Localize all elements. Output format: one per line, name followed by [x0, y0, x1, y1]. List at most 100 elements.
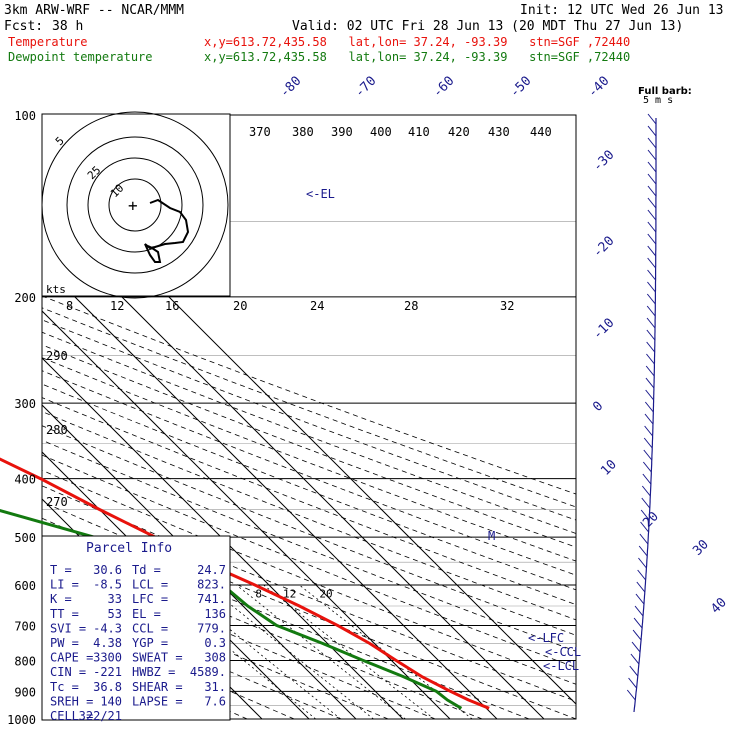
- wind-barb: [639, 533, 649, 545]
- wind-barb: [631, 641, 641, 653]
- wind-barb: [640, 521, 649, 533]
- parcel-info-cell: YGP =: [132, 636, 168, 650]
- parcel-info-cell: SHEAR =: [132, 680, 183, 694]
- parcel-info-cell: CAPE =: [50, 651, 93, 665]
- parcel-info-cell: SWEAT =: [132, 651, 183, 665]
- parcel-info-cell: 4589.: [190, 665, 226, 679]
- dry-adiabat-line: [42, 439, 576, 652]
- pressure-tick-label: 500: [14, 531, 36, 545]
- wind-barb: [642, 461, 652, 473]
- theta-label: 380: [292, 125, 314, 139]
- kts-tick-label: 12: [110, 299, 124, 313]
- theta-label: 280: [46, 423, 68, 437]
- dry-adiabat-line: [42, 587, 342, 719]
- isotherm-line: [42, 216, 545, 719]
- parcel-info-cell: EL =: [132, 607, 161, 621]
- temperature-legend-label: Temperature: [8, 35, 87, 49]
- parcel-info-cell: 0.3: [204, 636, 226, 650]
- mixing-ratio-line: [236, 584, 406, 719]
- wind-barb: [647, 173, 657, 185]
- kts-tick-label: 24: [310, 299, 324, 313]
- isotherm-label: -70: [352, 74, 379, 101]
- parcel-info-title: Parcel Info: [86, 541, 172, 556]
- mixing-ratio-label: 8: [255, 588, 262, 601]
- pressure-tick-label: 200: [14, 291, 36, 305]
- theta-label: 420: [448, 125, 470, 139]
- wind-barb: [632, 629, 642, 641]
- mixing-ratio-label: 20: [319, 588, 332, 601]
- parcel-info-cell: 36.8: [93, 680, 122, 694]
- dewpoint-curve: [0, 509, 463, 710]
- dry-adiabat-line: [42, 319, 576, 521]
- hodo-center-marker: +: [128, 196, 138, 215]
- parcel-info-cell: 136: [204, 607, 226, 621]
- wind-barb: [640, 509, 650, 521]
- wind-barb: [634, 605, 644, 617]
- kts-axis-title: kts: [46, 283, 66, 296]
- ccl-marker: <-CCL: [545, 645, 581, 659]
- dry-adiabat-line: [42, 551, 436, 719]
- wind-profile-staff: [633, 118, 657, 713]
- parcel-info-cell: CCL =: [132, 621, 168, 635]
- isotherm-label: -20: [590, 234, 617, 261]
- el-marker: <-EL: [306, 187, 335, 201]
- parcel-info-cell: 7.6: [204, 694, 226, 708]
- wind-barb: [637, 569, 647, 581]
- wind-barb: [646, 329, 656, 341]
- wind-barb: [647, 125, 657, 137]
- wind-barb: [628, 677, 637, 689]
- wind-barb: [646, 317, 656, 329]
- wind-barb: [645, 389, 655, 401]
- wind-barb: [647, 257, 657, 269]
- wind-barb: [645, 377, 655, 389]
- m-marker: M: [488, 529, 495, 543]
- isotherm-line: [42, 310, 451, 719]
- wind-barb: [636, 581, 646, 593]
- wind-barb: [638, 557, 647, 569]
- wind-barb: [647, 137, 657, 149]
- wind-barb: [643, 449, 653, 461]
- wind-barb: [647, 269, 656, 281]
- theta-label: 390: [331, 125, 353, 139]
- parcel-info-cell: 823.: [197, 578, 226, 592]
- isotherm-label: -30: [590, 148, 617, 175]
- wind-barb: [646, 341, 656, 353]
- theta-label: 370: [249, 125, 271, 139]
- mixing-ratio-line: [206, 584, 374, 719]
- pressure-tick-label: 300: [14, 397, 36, 411]
- pressure-tick-label: 100: [14, 109, 36, 123]
- parcel-info-cell: 53: [108, 607, 122, 621]
- isotherm-line: [42, 357, 404, 719]
- parcel-info-cell: K =: [50, 592, 72, 606]
- dry-adiabat-line: [42, 569, 389, 719]
- fcst-value: 38 h: [52, 19, 83, 34]
- dewpoint-legend-label: Dewpoint temperature: [8, 50, 153, 64]
- parcel-info-cell: -221: [93, 665, 122, 679]
- theta-label: 430: [488, 125, 510, 139]
- model-title: 3km ARW-WRF -- NCAR/MMM: [4, 3, 184, 18]
- isotherm-label: -80: [277, 74, 304, 101]
- parcel-info-cell: T =: [50, 563, 72, 577]
- pressure-tick-label: 900: [14, 685, 36, 699]
- isotherm-label: 10: [598, 457, 620, 479]
- isotherm-label: 0: [590, 399, 606, 415]
- wind-barb: [633, 617, 643, 629]
- init-time: Init: 12 UTC Wed 26 Jun 13: [520, 3, 724, 18]
- dry-adiabat-line: [42, 485, 576, 702]
- theta-label: 290: [46, 349, 68, 363]
- kts-tick-label: 8: [66, 299, 73, 313]
- parcel-info-cell: SVI =: [50, 621, 86, 635]
- wind-barb: [647, 281, 656, 293]
- dry-adiabat-line: [42, 454, 576, 668]
- theta-label: 400: [370, 125, 392, 139]
- wind-barb: [644, 401, 654, 413]
- wind-barb: [647, 209, 657, 221]
- barb-key-values: 5 m s: [643, 95, 673, 106]
- parcel-info-cell: 31.: [204, 680, 226, 694]
- pressure-tick-label: 700: [14, 619, 36, 633]
- parcel-info-cell: Td =: [132, 563, 161, 577]
- lcl-marker: <-LCL: [543, 659, 579, 673]
- pressure-tick-label: 1000: [7, 713, 36, 727]
- parcel-info-cell: LAPSE =: [132, 694, 183, 708]
